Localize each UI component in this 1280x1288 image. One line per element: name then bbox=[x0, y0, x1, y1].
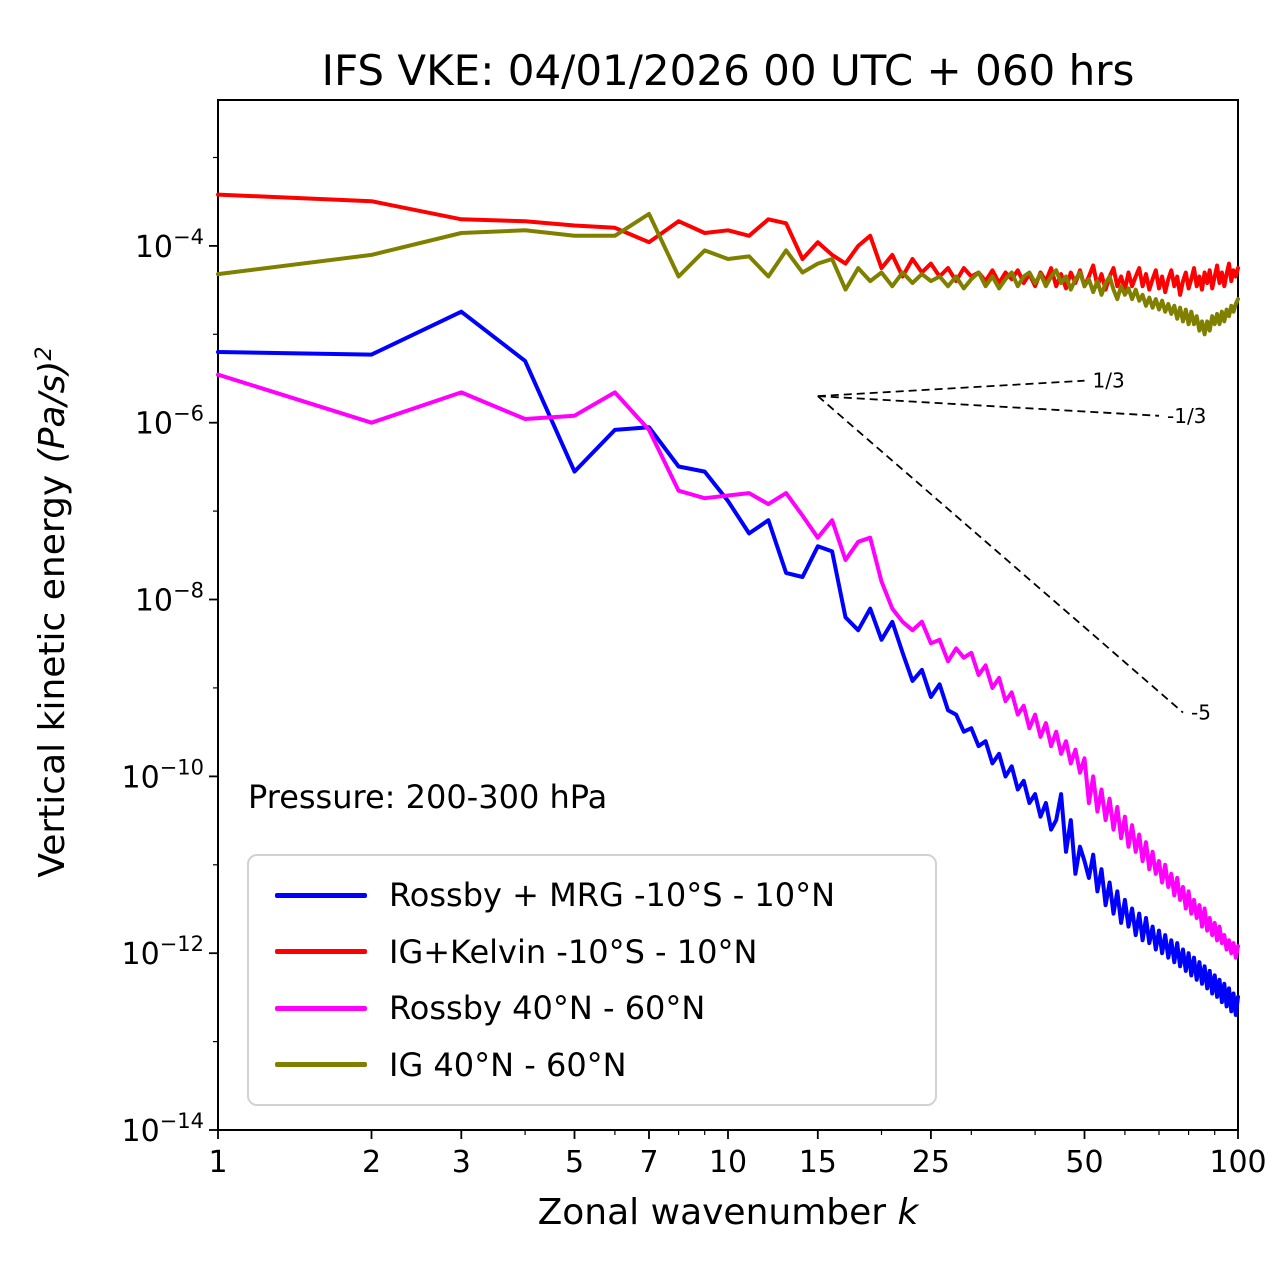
legend-item-rossby-mrg-tropics: Rossby + MRG -10°S - 10°N bbox=[275, 876, 909, 914]
legend-item-ig-kelvin-tropics: IG+Kelvin -10°S - 10°N bbox=[275, 933, 909, 971]
svg-text:5: 5 bbox=[565, 1145, 584, 1180]
y-axis-exponent: 2 bbox=[31, 346, 57, 361]
svg-text:10−14: 10−14 bbox=[121, 1109, 204, 1149]
svg-text:100: 100 bbox=[1209, 1145, 1266, 1180]
pressure-annotation: Pressure: 200-300 hPa bbox=[248, 778, 608, 816]
svg-text:2: 2 bbox=[362, 1145, 381, 1180]
legend-label-ig-midlat: IG 40°N - 60°N bbox=[389, 1045, 627, 1084]
legend-line-ig-midlat bbox=[275, 1062, 367, 1068]
svg-text:10: 10 bbox=[709, 1145, 747, 1180]
legend-label-ig-kelvin-tropics: IG+Kelvin -10°S - 10°N bbox=[389, 932, 758, 971]
y-axis-label: Vertical kinetic energy (Pa/s)2 bbox=[31, 346, 73, 878]
svg-text:7: 7 bbox=[639, 1145, 658, 1180]
svg-text:10−4: 10−4 bbox=[135, 225, 204, 265]
svg-text:10−6: 10−6 bbox=[135, 402, 204, 442]
x-axis-variable: k bbox=[897, 1192, 919, 1233]
legend-label-rossby-midlat: Rossby 40°N - 60°N bbox=[389, 989, 706, 1028]
svg-text:15: 15 bbox=[799, 1145, 837, 1180]
x-axis-label: Zonal wavenumber k bbox=[537, 1192, 919, 1233]
svg-text:-1/3: -1/3 bbox=[1167, 404, 1206, 428]
legend: Rossby + MRG -10°S - 10°N IG+Kelvin -10°… bbox=[247, 854, 937, 1106]
svg-text:10−8: 10−8 bbox=[135, 579, 204, 619]
svg-text:-5: -5 bbox=[1191, 701, 1211, 725]
svg-text:25: 25 bbox=[912, 1145, 950, 1180]
chart-title: IFS VKE: 04/01/2026 00 UTC + 060 hrs bbox=[321, 46, 1135, 95]
legend-line-rossby-mrg-tropics bbox=[275, 892, 367, 898]
legend-item-rossby-midlat: Rossby 40°N - 60°N bbox=[275, 989, 909, 1027]
y-axis-units: (Pa/s) bbox=[32, 360, 73, 464]
svg-text:10−12: 10−12 bbox=[121, 932, 204, 972]
legend-item-ig-midlat: IG 40°N - 60°N bbox=[275, 1046, 909, 1084]
svg-text:10−10: 10−10 bbox=[121, 755, 204, 795]
svg-text:3: 3 bbox=[452, 1145, 471, 1180]
legend-line-ig-kelvin-tropics bbox=[275, 949, 367, 955]
svg-text:50: 50 bbox=[1065, 1145, 1103, 1180]
svg-text:1/3: 1/3 bbox=[1093, 369, 1125, 393]
svg-text:1: 1 bbox=[208, 1145, 227, 1180]
legend-line-rossby-midlat bbox=[275, 1005, 367, 1011]
legend-label-rossby-mrg-tropics: Rossby + MRG -10°S - 10°N bbox=[389, 876, 836, 914]
